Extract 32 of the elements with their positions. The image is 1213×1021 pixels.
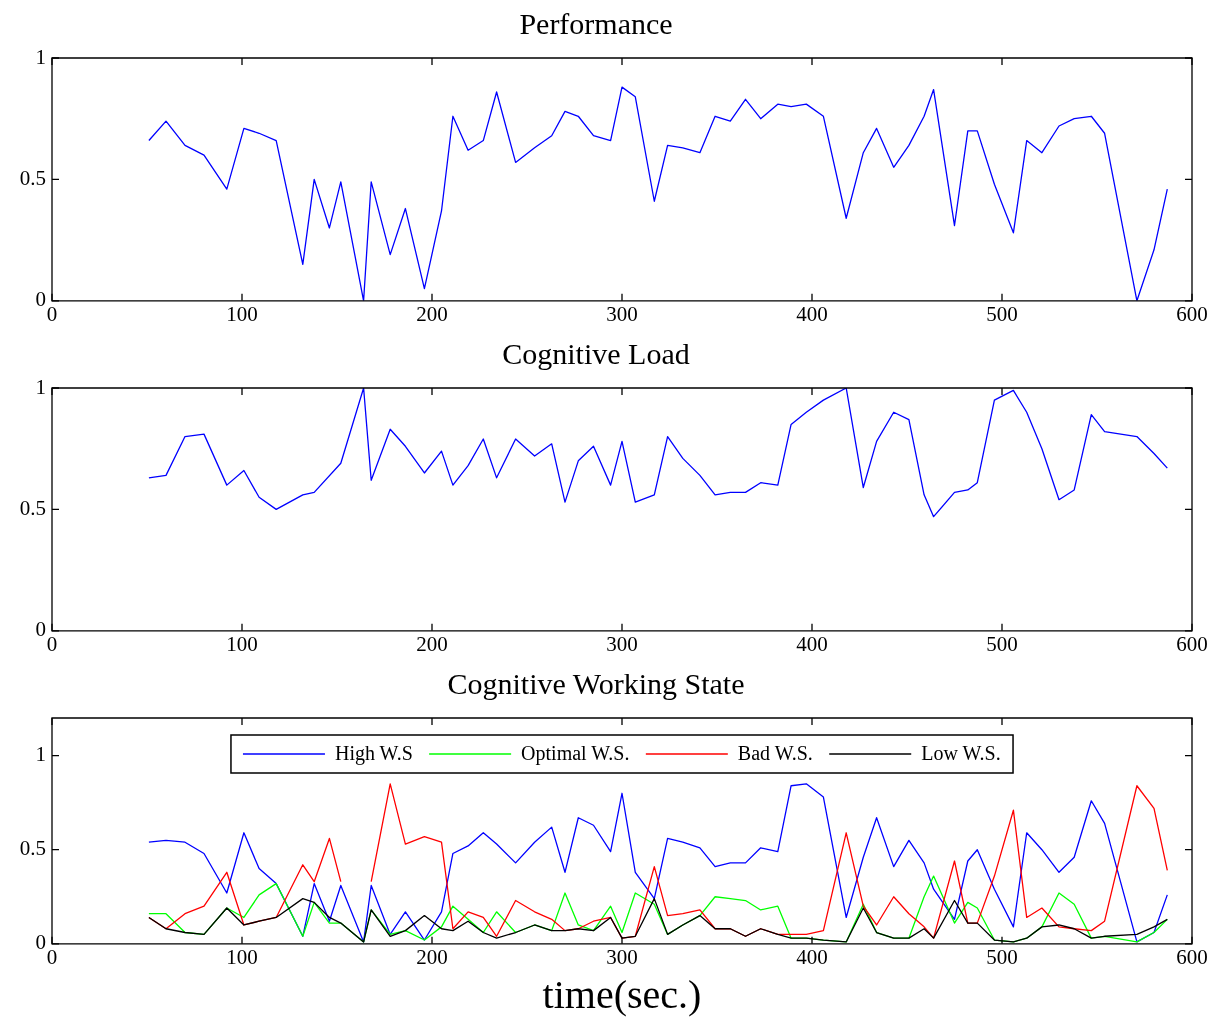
x-tick-label: 100	[226, 944, 258, 969]
x-tick-label: 300	[606, 301, 638, 326]
x-tick-label: 300	[606, 631, 638, 656]
legend-label: Bad W.S.	[737, 742, 813, 765]
legend-label: Optimal W.S.	[521, 742, 630, 766]
x-tick-label: 600	[1176, 301, 1208, 326]
x-tick-label: 200	[416, 631, 448, 656]
chart-title: Cognitive Working State	[447, 666, 745, 700]
y-tick-label: 0.5	[19, 495, 46, 520]
chart-title: Performance	[519, 6, 673, 40]
x-tick-label: 400	[796, 631, 828, 656]
y-tick-label: 1	[35, 374, 46, 399]
y-tick-label: 0.5	[19, 836, 46, 861]
x-tick-label: 100	[226, 301, 258, 326]
x-tick-label: 200	[416, 944, 448, 969]
x-tick-label: 400	[796, 301, 828, 326]
legend-label: Low W.S.	[921, 742, 1001, 765]
x-tick-label: 500	[986, 944, 1018, 969]
y-tick-label: 1	[35, 742, 46, 767]
x-tick-label: 500	[986, 301, 1018, 326]
legend-label: High W.S	[334, 742, 413, 766]
x-tick-label: 600	[1176, 631, 1208, 656]
y-tick-label: 0.5	[19, 165, 46, 190]
x-tick-label: 300	[606, 944, 638, 969]
x-tick-label: 600	[1176, 944, 1208, 969]
x-tick-label: 200	[416, 301, 448, 326]
x-tick-label: 100	[226, 631, 258, 656]
x-tick-label: 500	[986, 631, 1018, 656]
x-tick-label: 400	[796, 944, 828, 969]
chart-title: Cognitive Load	[502, 336, 690, 370]
x-axis-title: time(sec.)	[542, 971, 702, 1017]
y-tick-label: 1	[35, 44, 46, 69]
